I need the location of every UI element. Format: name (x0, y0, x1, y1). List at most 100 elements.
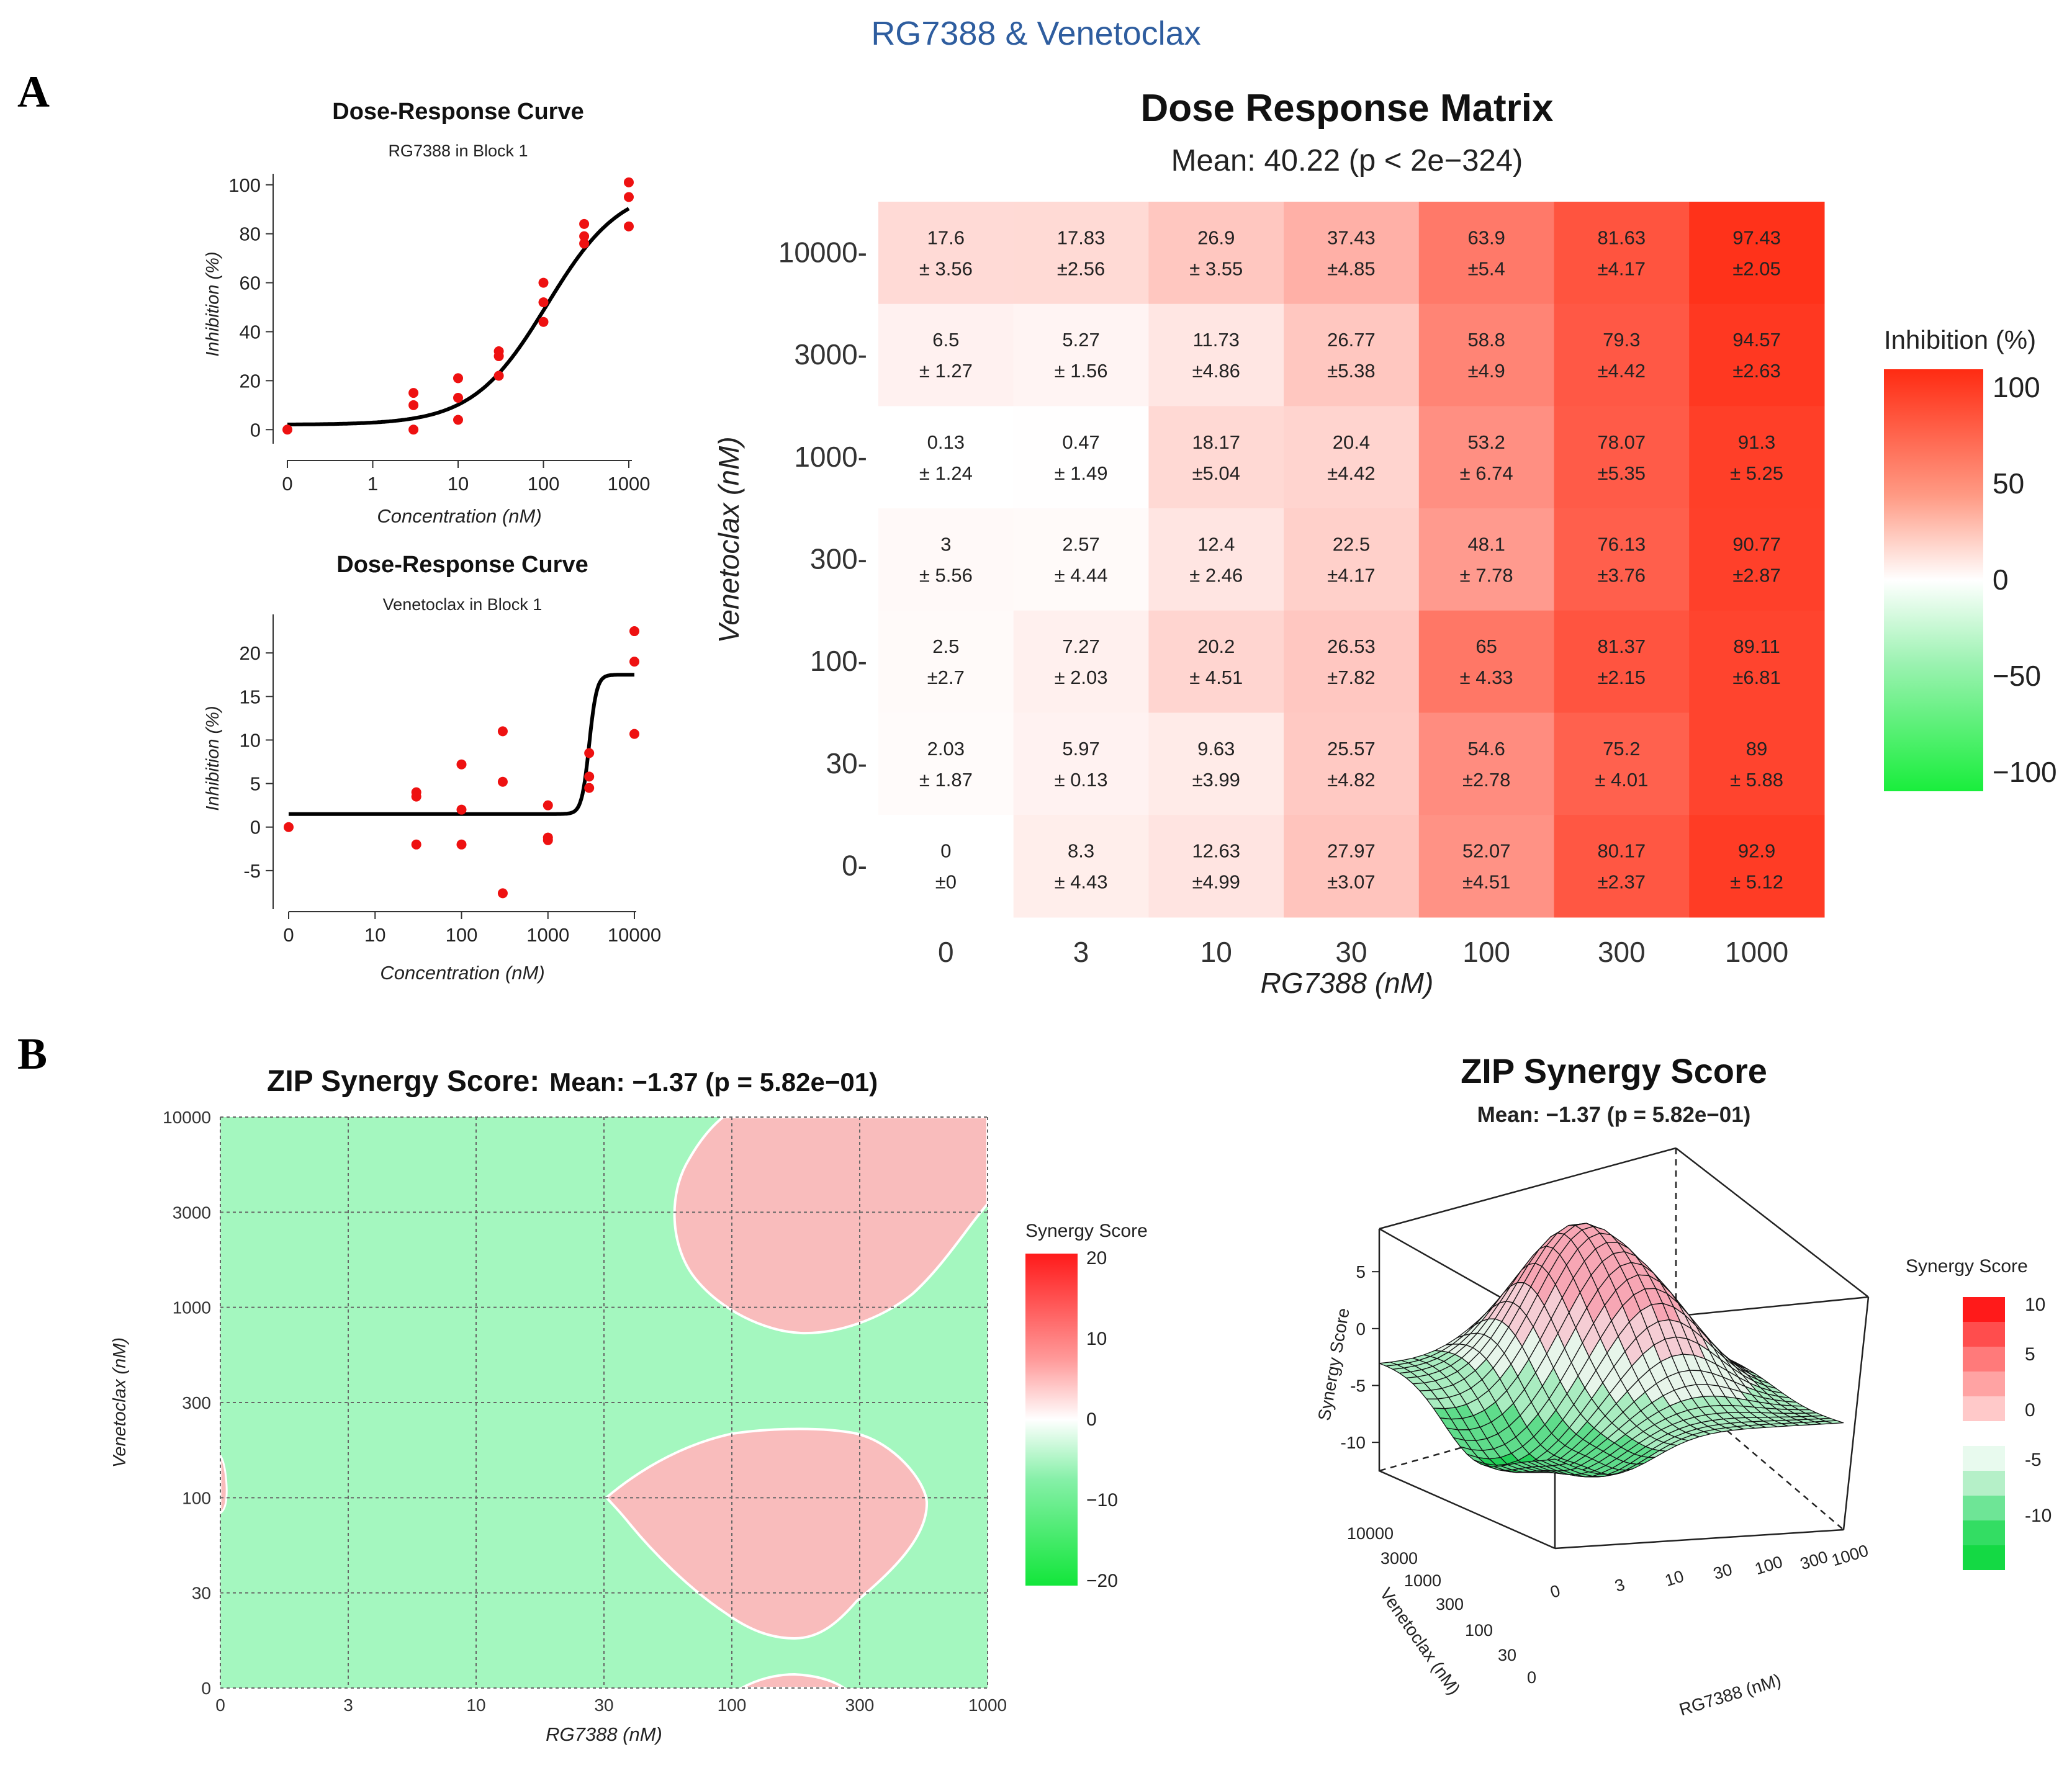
cell-error: ±5.35 (1598, 462, 1646, 484)
matrix-cell (1554, 712, 1690, 815)
x-tick-label: 10 (1663, 1567, 1687, 1590)
cell-value: 2.03 (927, 738, 965, 760)
cell-value: 17.6 (927, 227, 965, 248)
matrix-cell (1418, 202, 1555, 305)
cell-value: 26.53 (1327, 635, 1376, 657)
box-edge (1379, 1147, 1677, 1230)
cell-value: 91.3 (1738, 431, 1775, 453)
y-tick-label: 100 (1465, 1621, 1493, 1640)
matrix-cell (1418, 610, 1555, 714)
y-tick-label: 5 (250, 773, 261, 795)
data-point (493, 370, 504, 381)
cell-error: ±5.4 (1468, 258, 1505, 279)
cell-error: ± 1.27 (919, 360, 973, 382)
cell-value: 54.6 (1467, 738, 1505, 760)
y-tick-label: 3000- (794, 338, 867, 370)
cell-value: 0.13 (927, 431, 965, 453)
cell-error: ± 1.87 (919, 769, 973, 791)
cell-error: ±4.82 (1327, 769, 1375, 791)
cell-error: ±5.04 (1192, 462, 1240, 484)
legend-tick-label: 100 (1993, 371, 2040, 403)
legend-tick-label: 10 (2025, 1295, 2045, 1315)
legend-block (1963, 1372, 2005, 1396)
matrix-cell (1148, 610, 1284, 714)
matrix-cell (1284, 202, 1420, 305)
cell-value: 81.63 (1598, 227, 1646, 248)
cell-value: 20.2 (1197, 635, 1235, 657)
y-tick-label: 0 (250, 419, 261, 441)
matrix-cell (1689, 508, 1825, 611)
cell-error: ±3.07 (1327, 871, 1375, 893)
x-tick-label: 100 (718, 1695, 747, 1715)
cell-value: 90.77 (1732, 533, 1781, 555)
cell-error: ±0 (935, 871, 957, 893)
matrix-cell (1418, 508, 1555, 611)
data-point (624, 177, 634, 187)
x-axis-label: Concentration (nM) (377, 505, 541, 527)
cell-error: ±3.99 (1192, 769, 1240, 791)
matrix-subtitle: Mean: 40.22 (p < 2e−324) (1171, 144, 1523, 177)
cell-error: ±4.86 (1192, 360, 1240, 382)
chart-title: Dose-Response Curve (336, 552, 588, 578)
cell-value: 5.27 (1062, 329, 1099, 351)
x-tick-label: 300 (1598, 936, 1646, 968)
synergy-region (220, 1453, 228, 1514)
synergy-region (673, 1117, 988, 1335)
data-point (538, 277, 549, 288)
matrix-cell (1554, 202, 1690, 305)
cell-error: ± 4.51 (1189, 667, 1243, 688)
x-tick-label: 3 (1613, 1575, 1627, 1596)
z-tick-label: 5 (1356, 1262, 1366, 1282)
legend-tick-label: 0 (1086, 1409, 1097, 1430)
data-point (282, 424, 292, 435)
data-point (284, 822, 294, 832)
data-point (538, 297, 549, 308)
legend-tick-label: −50 (1993, 660, 2041, 692)
y-axis-label: Venetoclax (nM) (110, 1337, 130, 1468)
matrix-cell (1554, 610, 1690, 714)
cell-error: ± 3.56 (919, 258, 973, 279)
y-tick-label: 10000 (163, 1108, 211, 1127)
legend-tick-label: 50 (1993, 467, 2024, 500)
cell-value: 0 (940, 840, 951, 862)
y-tick-label: 0 (201, 1679, 211, 1698)
matrix-cell (878, 303, 1014, 406)
cell-error: ±4.17 (1327, 564, 1375, 586)
zip-title-wrap: ZIP Synergy Score: Mean: −1.37 (p = 5.82e… (267, 1065, 878, 1098)
x-tick-label: 100 (1752, 1552, 1785, 1578)
x-tick-label: 0 (215, 1695, 225, 1715)
legend-tick-label: 5 (2025, 1344, 2035, 1365)
surface-title: ZIP Synergy Score (1461, 1051, 1767, 1090)
cell-error: ±2.05 (1732, 258, 1780, 279)
cell-value: 94.57 (1732, 329, 1781, 351)
matrix-cell (1284, 303, 1420, 406)
x-tick-label: 1000 (526, 924, 569, 946)
cell-value: 2.5 (932, 635, 959, 657)
dose-response-chart-venetoclax: Dose-Response Curve Venetoclax in Block … (203, 552, 661, 984)
matrix-cell (1689, 202, 1825, 305)
y-tick-label: 300 (182, 1393, 211, 1412)
legend-tick-label: −100 (1993, 756, 2057, 788)
matrix-cell (1554, 406, 1690, 509)
z-tick-label: -5 (1350, 1376, 1366, 1396)
zip-title: ZIP Synergy Score: (267, 1065, 539, 1098)
x-tick-label: 1000 (1725, 936, 1788, 968)
data-point (453, 373, 463, 384)
data-point (629, 626, 639, 637)
legend-block (1963, 1396, 2005, 1421)
cell-value: 5.97 (1062, 738, 1099, 760)
y-axis-label: Inhibition (%) (203, 251, 223, 356)
cell-error: ± 2.46 (1189, 564, 1243, 586)
data-point (584, 748, 595, 758)
y-axis-label: Venetoclax (nM) (713, 436, 745, 643)
x-axis-label: RG7388 (nM) (1261, 967, 1434, 999)
fitted-curve (287, 207, 630, 426)
data-point (584, 771, 595, 782)
y-tick-label: 0 (1527, 1668, 1536, 1687)
cell-value: 7.27 (1062, 635, 1099, 657)
y-tick-label: 20 (240, 370, 261, 392)
cell-error: ±4.9 (1468, 360, 1505, 382)
x-tick-label: 3 (1073, 936, 1089, 968)
cell-error: ± 3.55 (1189, 258, 1243, 279)
